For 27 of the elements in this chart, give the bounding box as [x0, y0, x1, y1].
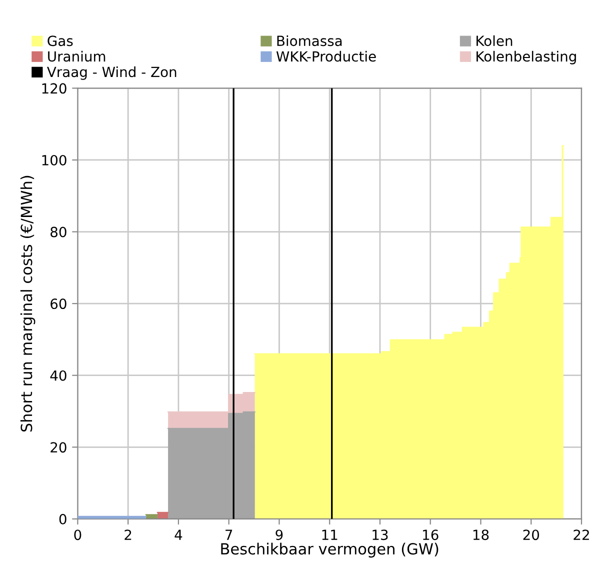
legend-label: WKK-Productie [276, 50, 376, 62]
x-tick-label: 11 [322, 530, 338, 540]
y-tick-label: 120 [42, 83, 66, 94]
x-axis-title: Beschikbaar vermogen (GW) [221, 542, 438, 558]
legend-label: Kolenbelasting [476, 50, 576, 64]
x-tick-label: 7 [226, 530, 232, 540]
y-tick-label: 100 [42, 154, 66, 166]
y-tick-label: 0 [59, 514, 66, 524]
x-tick-label: 4 [174, 530, 182, 540]
x-tick-label: 22 [574, 530, 589, 540]
y-axis-title: Short run marginal costs (€/MWh) [20, 176, 36, 432]
legend-label: Vraag - Wind - Zon [47, 66, 176, 80]
legend-label: Kolen [476, 35, 512, 46]
y-tick-label: 20 [50, 442, 66, 453]
legend-label: Biomassa [277, 35, 342, 46]
x-tick-label: 0 [74, 530, 82, 540]
x-tick-label: 20 [523, 530, 540, 540]
x-tick-label: 9 [276, 530, 283, 540]
x-tick-label: 18 [473, 530, 489, 540]
y-tick-label: 60 [50, 298, 66, 310]
x-tick-label: 13 [372, 530, 388, 540]
y-tick-label: 80 [50, 226, 66, 238]
x-tick-label: 16 [423, 530, 438, 540]
legend-label: Uranium [48, 50, 106, 62]
x-tick-label: 2 [124, 530, 132, 540]
legend-label: Gas [48, 36, 73, 46]
y-tick-label: 40 [50, 370, 66, 381]
